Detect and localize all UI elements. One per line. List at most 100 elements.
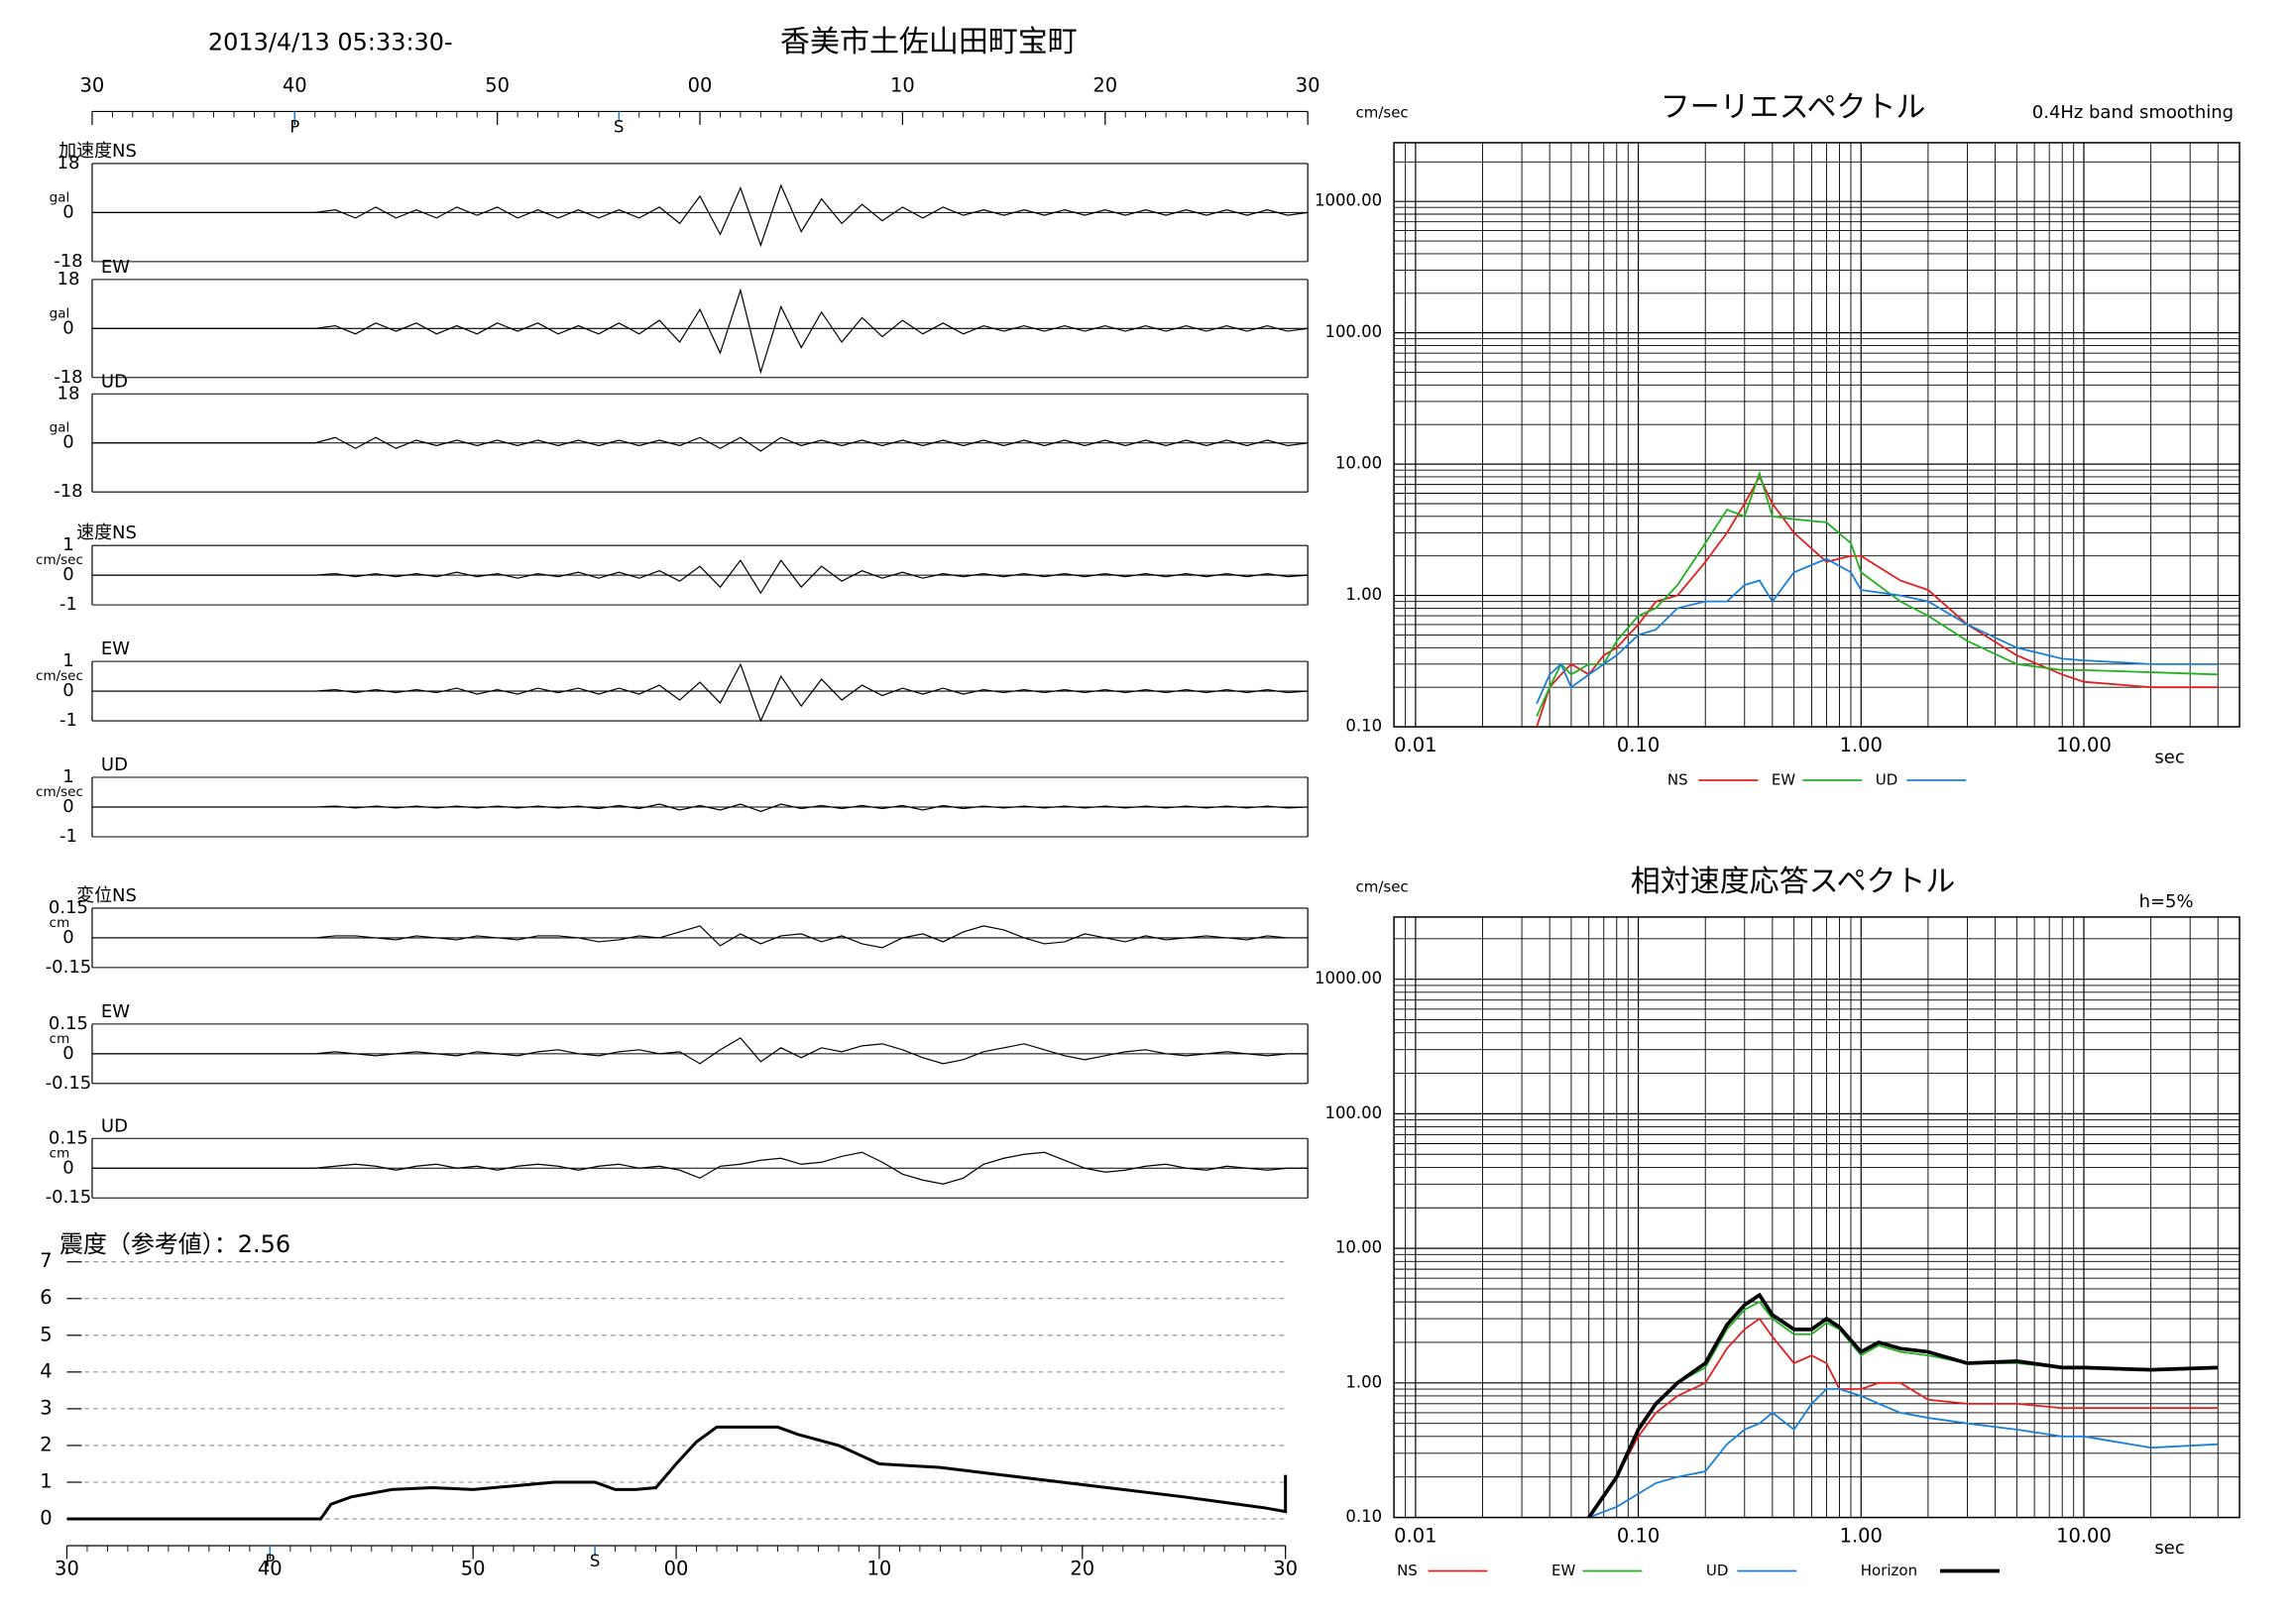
x-tick-label: 10.00: [2056, 1525, 2112, 1548]
chart-title: 震度（参考値）：2.56: [59, 1230, 290, 1258]
y-tick-label: 0: [62, 796, 73, 817]
y-tick-label: 5: [40, 1323, 52, 1345]
x-tick-label: 1.00: [1840, 1525, 1883, 1548]
legend-label: EW: [1772, 771, 1795, 789]
y-tick-label: 0.15: [49, 897, 88, 918]
panel-label: UD: [101, 1115, 128, 1136]
x-tick-label: 20: [1070, 1558, 1094, 1580]
y-tick-label: 7: [40, 1249, 52, 1272]
waveform-trace: [91, 1151, 1309, 1185]
waveform-trace: [91, 288, 1309, 375]
plot-frame: [1393, 142, 2240, 728]
y-tick-label: -18: [54, 251, 82, 272]
x-tick-label: 00: [664, 1558, 689, 1580]
chart-subtitle: 0.4Hz band smoothing: [2032, 102, 2234, 123]
chart-subtitle: h=5%: [2139, 891, 2194, 912]
x-tick-label: 30: [55, 1558, 79, 1580]
y-tick-label: 2: [40, 1433, 52, 1455]
waveform-trace: [91, 925, 1309, 949]
x-tick-label: 0.01: [1394, 734, 1436, 756]
y-tick-label: -0.15: [46, 957, 91, 978]
y-tick-label: 0.10: [1345, 717, 1382, 736]
waveform-trace: [91, 1037, 1309, 1065]
y-tick-label: -18: [54, 367, 82, 388]
legend-label: NS: [1397, 1562, 1418, 1579]
x-axis-label: sec: [2154, 1538, 2184, 1559]
panel-label: UD: [101, 754, 128, 775]
station-title: 香美市土佐山田町宝町: [780, 25, 1078, 59]
y-tick-label: 18: [57, 269, 80, 290]
y-tick-label: 18: [57, 383, 80, 404]
x-tick-label: 0.01: [1394, 1525, 1436, 1548]
y-tick-label: 1.00: [1345, 585, 1382, 604]
phase-label: P: [265, 1552, 275, 1570]
x-tick-label: 10.00: [2056, 734, 2112, 756]
waveform-trace: [91, 803, 1309, 813]
unit-label: cm/sec: [36, 784, 83, 800]
y-tick-label: 0: [62, 201, 73, 222]
intensity-line: [66, 1425, 1288, 1521]
legend-label: Horizon: [1861, 1562, 1917, 1579]
y-tick-label: 18: [57, 153, 80, 174]
y-axis-label: cm/sec: [1356, 103, 1409, 121]
panel-label: EW: [101, 257, 130, 278]
y-tick-label: 0: [40, 1507, 52, 1530]
panel-label: UD: [101, 371, 128, 392]
legend-label: EW: [1551, 1562, 1575, 1579]
x-tick-label: 30: [1273, 1558, 1298, 1580]
record-time: 2013/4/13 05:33:30-: [208, 29, 453, 57]
y-tick-label: -1: [59, 594, 77, 615]
y-tick-label: 1: [62, 650, 73, 671]
legend-label: UD: [1706, 1562, 1729, 1579]
unit-label: cm/sec: [36, 552, 83, 568]
chart-title: フーリエスペクトル: [1661, 90, 1926, 125]
y-tick-label: 100.00: [1324, 322, 1382, 341]
phase-label: S: [590, 1552, 600, 1570]
y-tick-label: 10.00: [1335, 454, 1382, 473]
y-tick-label: 1000.00: [1315, 969, 1382, 987]
y-tick-label: 0: [62, 564, 73, 585]
chart-title: 相対速度応答スペクトル: [1631, 865, 1956, 899]
x-tick-label: 50: [461, 1558, 486, 1580]
x-tick-label: 1.00: [1840, 734, 1883, 756]
y-tick-label: 4: [40, 1359, 52, 1382]
y-tick-label: 100.00: [1324, 1103, 1382, 1122]
unit-label: cm: [50, 915, 70, 931]
unit-label: cm: [50, 1031, 70, 1047]
y-tick-label: 1: [62, 534, 73, 555]
x-tick-label: 20: [1092, 73, 1117, 96]
panel-label: 変位NS: [76, 885, 137, 906]
y-tick-label: 0: [62, 1043, 73, 1064]
y-tick-label: 0: [62, 680, 73, 701]
y-tick-label: 0.10: [1345, 1507, 1382, 1526]
x-tick-label: 40: [258, 1558, 283, 1580]
y-tick-label: -0.15: [46, 1187, 91, 1208]
spectrum-line: [1587, 1317, 2219, 1518]
y-tick-label: -1: [59, 710, 77, 731]
y-tick-label: 0.15: [49, 1127, 88, 1148]
spectrum-line: [1536, 557, 2219, 705]
spectrum-line: [1536, 474, 2219, 728]
y-tick-label: 1000.00: [1315, 191, 1382, 210]
y-tick-label: -1: [59, 826, 77, 847]
y-tick-label: -18: [54, 481, 82, 502]
x-tick-label: 40: [283, 73, 307, 96]
y-tick-label: 3: [40, 1396, 52, 1419]
y-tick-label: 0: [62, 432, 73, 453]
waveform-trace: [91, 559, 1309, 595]
spectrum-line: [1587, 1292, 2219, 1518]
y-axis-label: cm/sec: [1356, 877, 1409, 895]
legend-label: NS: [1667, 771, 1688, 789]
waveform-trace: [91, 183, 1309, 248]
phase-label: S: [614, 117, 624, 136]
x-axis-label: sec: [2154, 748, 2184, 768]
unit-label: cm/sec: [36, 668, 83, 684]
panel-label: EW: [101, 1001, 130, 1022]
spectrum-line: [1588, 1388, 2219, 1518]
unit-label: gal: [50, 189, 70, 205]
y-tick-label: -0.15: [46, 1073, 91, 1094]
y-tick-label: 0: [62, 317, 73, 338]
